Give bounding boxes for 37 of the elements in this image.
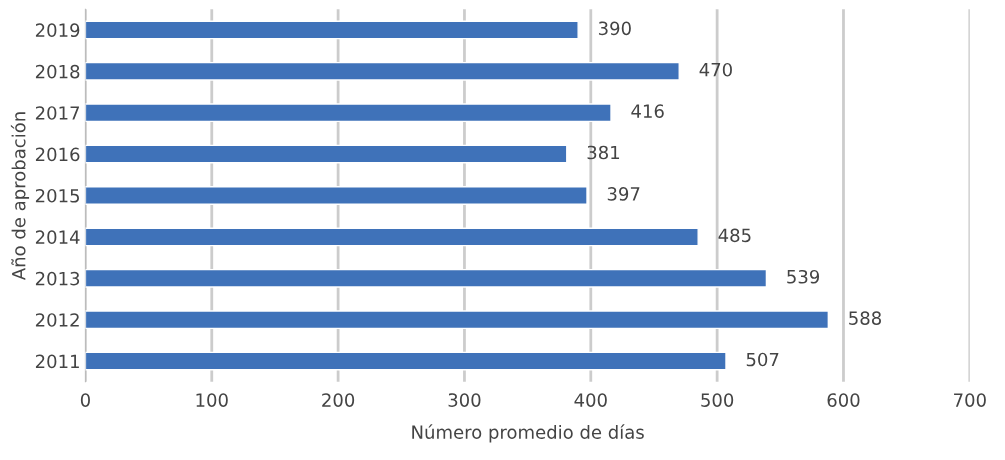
data-label: 539: [787, 269, 820, 284]
bar: [85, 144, 568, 164]
y-tick-label: 2016: [35, 147, 80, 162]
y-tick-label: 2013: [35, 271, 80, 286]
y-tick-label: 2019: [35, 23, 80, 38]
bar: [85, 310, 830, 330]
data-label: 507: [746, 352, 779, 367]
y-tick-label: 2015: [35, 188, 79, 203]
x-tick-label: 0: [80, 393, 90, 407]
bar: [85, 268, 768, 288]
bar: [85, 20, 579, 40]
bar: [85, 186, 588, 205]
x-tick-label: 300: [448, 393, 481, 407]
data-label: 397: [607, 187, 640, 201]
x-tick-label: 200: [322, 393, 355, 407]
bar: [85, 103, 612, 123]
x-tick-label: 700: [954, 393, 986, 407]
y-tick-label: 2014: [35, 230, 80, 245]
y-tick-label: 2018: [35, 64, 80, 79]
data-label: 485: [718, 228, 751, 243]
data-label: 588: [849, 311, 881, 325]
data-label: 416: [631, 104, 664, 118]
x-tick-label: 600: [827, 393, 860, 407]
y-tick-label: 2017: [35, 106, 80, 120]
bar: [85, 351, 727, 371]
y-axis-title: Año de aprobación: [10, 112, 30, 281]
x-tick-label: 400: [574, 393, 607, 407]
bar: [85, 61, 680, 81]
y-tick-label: 2012: [35, 313, 79, 327]
data-label: 381: [587, 145, 620, 160]
x-axis-title: Número promedio de días: [412, 424, 644, 443]
y-tick-label: 2011: [35, 354, 79, 369]
data-label: 390: [598, 21, 631, 36]
data-label: 470: [699, 62, 732, 77]
x-tick-label: 100: [196, 393, 228, 407]
x-tick-label: 500: [701, 393, 734, 407]
bar: [85, 227, 699, 247]
